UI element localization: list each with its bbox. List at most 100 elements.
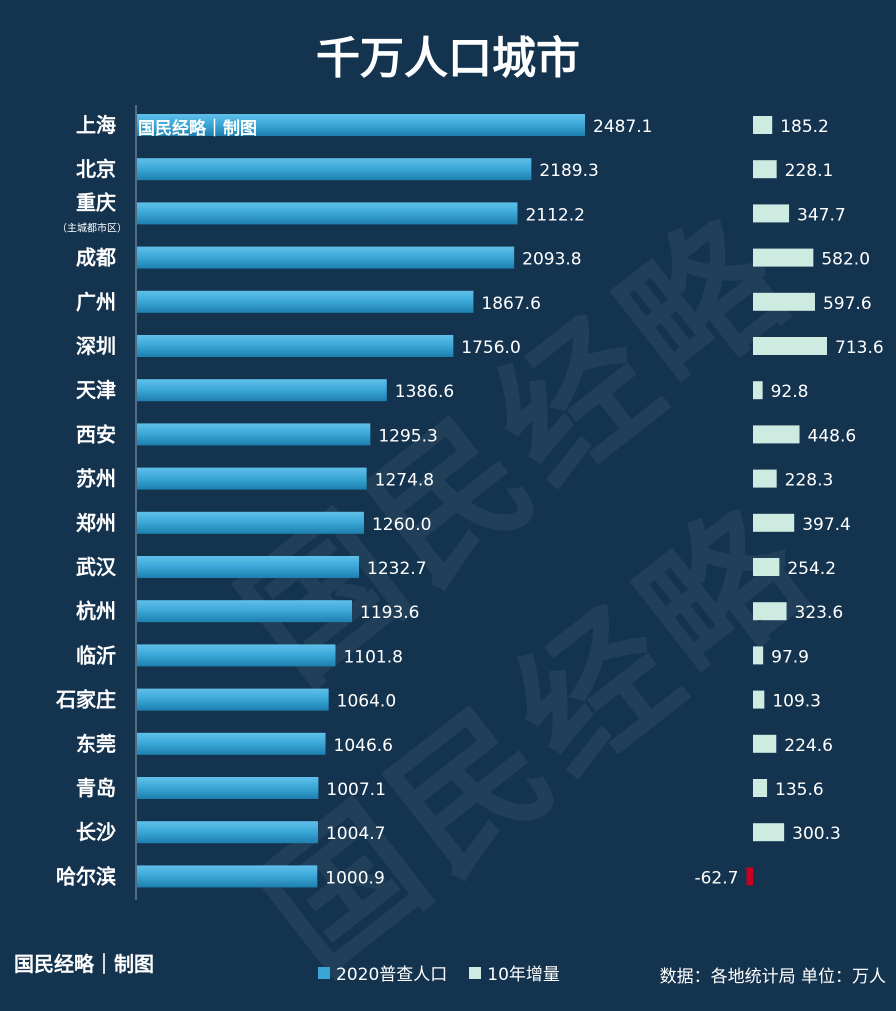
population-value-label: 1000.9 — [325, 868, 384, 888]
population-value-label: 1004.7 — [326, 824, 385, 844]
growth-bar — [753, 690, 765, 709]
growth-bar — [753, 646, 764, 665]
population-bar — [137, 158, 532, 181]
city-label: 哈尔滨 — [56, 864, 116, 888]
population-value-label: 2112.2 — [525, 205, 584, 225]
legend-item-growth: 10年增量 — [469, 960, 560, 985]
data-source: 数据：各地统计局 单位：万人 — [659, 967, 886, 987]
growth-bar — [753, 513, 795, 532]
growth-value-label: 185.2 — [780, 117, 829, 137]
growth-bar — [753, 248, 814, 267]
growth-value-label: 228.1 — [785, 161, 834, 181]
city-label: 武汉 — [76, 555, 117, 579]
city-label: 天津 — [76, 378, 116, 402]
growth-bar — [753, 204, 790, 223]
population-value-label: 1295.3 — [378, 426, 437, 446]
growth-bar — [753, 602, 787, 621]
population-value-label: 1756.0 — [461, 338, 520, 358]
population-value-label: 1274.8 — [375, 471, 434, 491]
legend-swatch-growth — [469, 966, 482, 979]
legend-swatch-population — [318, 966, 330, 979]
population-bar — [137, 556, 360, 578]
growth-bar-negative — [746, 867, 753, 886]
population-bar — [137, 335, 454, 357]
city-label: 东莞 — [76, 732, 116, 756]
city-label: 广州 — [76, 290, 116, 314]
city-label: 杭州 — [76, 599, 116, 623]
population-value-label: 2189.3 — [539, 161, 598, 181]
population-value-label: 2093.8 — [522, 250, 581, 270]
population-bar — [137, 821, 318, 844]
growth-bar — [753, 425, 800, 444]
legend-label-growth: 10年增量 — [487, 965, 560, 985]
population-value-label: 1046.6 — [334, 736, 393, 756]
population-bar — [137, 865, 318, 888]
legend-label-population: 2020普查人口 — [336, 965, 448, 985]
growth-value-label: 109.3 — [772, 692, 821, 712]
inner-brand-label: 国民经略｜制图 — [138, 119, 257, 139]
population-bar — [137, 423, 371, 446]
growth-bar — [753, 823, 785, 842]
city-label: 青岛 — [76, 776, 116, 800]
population-bar — [137, 114, 585, 136]
growth-bar — [753, 292, 815, 311]
population-bar — [137, 777, 319, 799]
growth-value-label: 224.6 — [784, 736, 833, 756]
growth-bar — [753, 160, 777, 179]
population-bar — [137, 379, 387, 402]
growth-bar — [753, 469, 777, 488]
growth-bar — [753, 779, 768, 797]
growth-value-label: 347.7 — [797, 205, 846, 225]
growth-value-label: 92.8 — [771, 382, 809, 402]
city-label: 长沙 — [76, 820, 116, 844]
population-bar — [137, 644, 336, 667]
city-label: 成都 — [76, 246, 116, 270]
growth-value-label: 323.6 — [795, 603, 844, 623]
city-label: 西安 — [76, 422, 116, 446]
growth-bar — [753, 381, 763, 400]
population-value-label: 1260.0 — [372, 515, 431, 535]
population-value-label: 1193.6 — [360, 603, 419, 623]
population-bar — [137, 688, 329, 711]
growth-value-label: 97.9 — [771, 647, 809, 667]
population-value-label: 1007.1 — [326, 780, 385, 800]
city-label: 重庆 — [76, 190, 116, 214]
city-note: （主城都市区） — [57, 221, 127, 234]
growth-value-label: 397.4 — [802, 515, 851, 535]
population-bar — [137, 246, 515, 269]
growth-value-label: 448.6 — [808, 426, 857, 446]
city-label: 北京 — [76, 157, 116, 181]
growth-bar — [753, 337, 827, 355]
population-bar — [137, 732, 326, 755]
legend-item-population: 2020普查人口 — [318, 960, 447, 985]
population-value-label: 1064.0 — [337, 692, 396, 712]
growth-bar — [753, 116, 773, 134]
population-bar — [137, 600, 353, 623]
city-label: 临沂 — [76, 643, 116, 667]
population-value-label: 2487.1 — [593, 117, 652, 137]
population-bar — [137, 290, 474, 313]
population-bar — [137, 511, 364, 534]
city-label: 苏州 — [76, 467, 116, 491]
population-value-label: 1386.6 — [395, 382, 454, 402]
growth-bar — [753, 558, 780, 576]
population-bar — [137, 202, 518, 225]
population-value-label: 1867.6 — [481, 294, 540, 314]
growth-value-label: 582.0 — [821, 250, 870, 270]
legend: 2020普查人口 10年增量 — [318, 960, 560, 985]
growth-value-label: 300.3 — [792, 824, 841, 844]
growth-value-label: 228.3 — [785, 471, 834, 491]
growth-value-label: 597.6 — [823, 294, 872, 314]
growth-value-label: 135.6 — [775, 780, 824, 800]
population-value-label: 1232.7 — [367, 559, 426, 579]
city-label: 上海 — [76, 113, 116, 137]
population-value-label: 1101.8 — [343, 647, 402, 667]
city-label: 深圳 — [76, 334, 116, 358]
footer-brand: 国民经略｜制图 — [14, 952, 154, 976]
growth-bar — [753, 734, 777, 753]
city-label: 石家庄 — [55, 688, 116, 712]
growth-value-label: 713.6 — [835, 338, 884, 358]
growth-value-label: 254.2 — [787, 559, 836, 579]
